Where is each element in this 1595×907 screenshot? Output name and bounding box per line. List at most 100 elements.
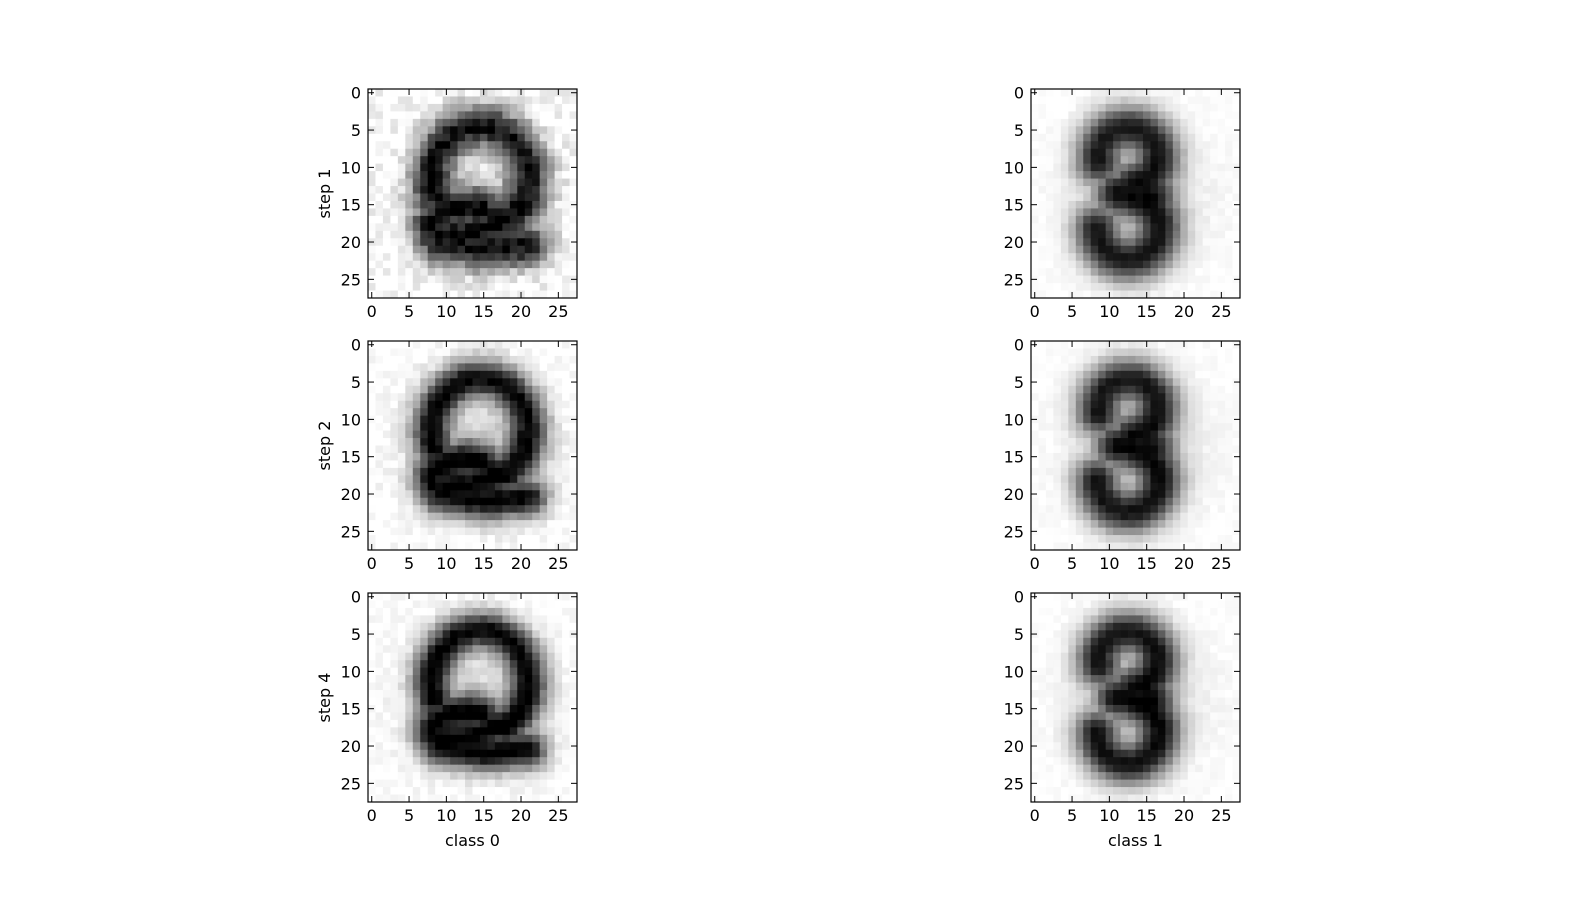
pixel-cell xyxy=(1232,186,1241,194)
pixel-cell xyxy=(1075,690,1084,698)
pixel-cell xyxy=(375,260,384,269)
pixel-cell xyxy=(494,230,503,239)
pixel-cell xyxy=(1142,704,1151,713)
pixel-cell xyxy=(1180,208,1189,217)
pixel-cell xyxy=(479,607,488,616)
pixel-cell xyxy=(375,156,384,165)
pixel-cell xyxy=(1150,734,1159,743)
pixel-cell xyxy=(1113,452,1121,461)
pixel-cell xyxy=(457,452,466,461)
pixel-cell xyxy=(554,520,563,528)
pixel-cell xyxy=(465,163,473,172)
pixel-cell xyxy=(1232,178,1241,187)
pixel-cell xyxy=(554,275,563,284)
pixel-cell xyxy=(1232,230,1241,239)
pixel-cell xyxy=(1142,660,1151,669)
pixel-cell xyxy=(390,667,399,676)
pixel-cell xyxy=(524,253,533,262)
pixel-cell xyxy=(1060,712,1069,721)
pixel-cell xyxy=(1053,283,1062,291)
pixel-cell xyxy=(1053,415,1062,424)
pixel-cell xyxy=(450,660,458,669)
pixel-cell xyxy=(569,637,578,646)
pixel-cell xyxy=(1157,215,1166,224)
pixel-cell xyxy=(390,622,399,631)
pixel-cell xyxy=(539,215,548,224)
pixel-cell xyxy=(1187,111,1196,120)
pixel-cell xyxy=(412,600,421,609)
column-label: class 1 xyxy=(1108,831,1163,850)
pixel-cell xyxy=(1232,96,1241,105)
pixel-cell xyxy=(539,268,548,276)
pixel-cell xyxy=(1157,378,1166,387)
pixel-cell xyxy=(1083,600,1092,609)
pixel-cell xyxy=(1120,505,1129,514)
pixel-cell xyxy=(420,378,429,387)
pixel-cell xyxy=(465,527,473,536)
pixel-cell xyxy=(517,126,526,135)
pixel-cell xyxy=(547,268,555,276)
pixel-cell xyxy=(494,727,503,736)
pixel-cell xyxy=(509,341,518,349)
pixel-cell xyxy=(487,118,496,127)
pixel-cell xyxy=(1217,268,1226,276)
pixel-cell xyxy=(1202,186,1211,194)
pixel-cell xyxy=(1105,111,1114,120)
pixel-cell xyxy=(457,645,466,654)
pixel-cell xyxy=(1150,712,1159,721)
pixel-cell xyxy=(1180,712,1189,721)
pixel-cell xyxy=(1217,505,1226,514)
pixel-cell xyxy=(465,178,473,187)
pixel-cell xyxy=(524,200,533,209)
pixel-cell xyxy=(442,675,451,683)
pixel-cell xyxy=(442,370,451,379)
pixel-cell xyxy=(479,460,488,469)
pixel-cell xyxy=(375,171,384,179)
pixel-cell xyxy=(479,148,488,157)
pixel-cell xyxy=(1187,348,1196,357)
pixel-cell xyxy=(442,697,451,706)
pixel-cell xyxy=(524,148,533,157)
pixel-cell xyxy=(427,89,436,97)
pixel-cell xyxy=(1098,163,1107,172)
pixel-cell xyxy=(1180,704,1189,713)
pixel-cell xyxy=(412,697,421,706)
x-tick-label: 20 xyxy=(1174,302,1194,321)
pixel-cell xyxy=(397,682,406,691)
pixel-cell xyxy=(1180,787,1189,795)
pixel-cell xyxy=(1045,260,1054,269)
pixel-cell xyxy=(1150,415,1159,424)
pixel-cell xyxy=(1075,348,1084,357)
pixel-cell xyxy=(382,156,391,165)
pixel-cell xyxy=(1180,675,1189,683)
pixel-cell xyxy=(1031,133,1039,142)
pixel-cell xyxy=(494,645,503,654)
pixel-cell xyxy=(494,208,503,217)
pixel-cell xyxy=(1053,704,1062,713)
pixel-cell xyxy=(1225,171,1233,179)
pixel-cell xyxy=(1038,712,1047,721)
pixel-cell xyxy=(1202,697,1211,706)
pixel-cell xyxy=(375,208,384,217)
pixel-cell xyxy=(1157,275,1166,284)
pixel-cell xyxy=(1210,118,1218,127)
pixel-cell xyxy=(547,348,555,357)
pixel-cell xyxy=(1075,535,1084,543)
y-tick-label: 0 xyxy=(351,336,361,355)
pixel-cell xyxy=(1195,667,1204,676)
pixel-cell xyxy=(442,111,451,120)
pixel-cell xyxy=(1180,734,1189,743)
pixel-cell xyxy=(472,734,481,743)
pixel-cell xyxy=(442,126,451,135)
pixel-cell xyxy=(465,682,473,691)
pixel-cell xyxy=(494,200,503,209)
pixel-cell xyxy=(509,742,518,751)
pixel-cell xyxy=(1195,156,1204,165)
pixel-cell xyxy=(1180,535,1189,543)
pixel-cell xyxy=(1165,96,1174,105)
pixel-cell xyxy=(1210,482,1218,491)
pixel-cell xyxy=(375,600,384,609)
pixel-cell xyxy=(1083,497,1092,506)
pixel-cell xyxy=(517,96,526,105)
pixel-cell xyxy=(1075,757,1084,766)
